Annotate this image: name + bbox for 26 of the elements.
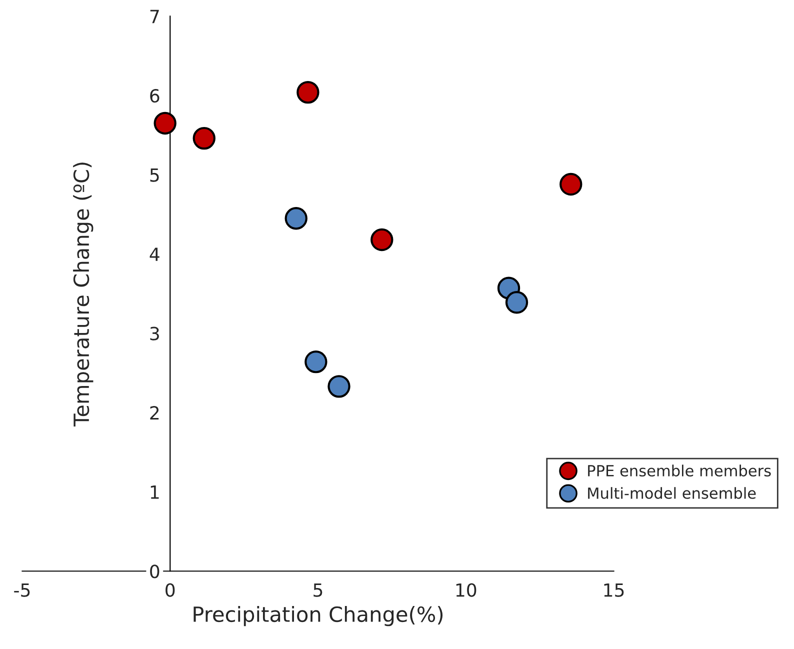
point <box>370 228 394 252</box>
legend-label: Multi-model ensemble <box>588 487 756 499</box>
point <box>560 172 582 196</box>
y-tick-label: 0 <box>150 564 160 578</box>
point <box>296 80 320 104</box>
x-tick-label: 15 <box>604 583 624 597</box>
y-tick-label: 1 <box>150 486 159 499</box>
point <box>284 207 308 230</box>
point <box>304 350 328 374</box>
point <box>328 375 350 398</box>
point <box>192 126 216 150</box>
x-tick-label: 0 <box>166 583 175 597</box>
y-tick-label: 5 <box>150 168 159 182</box>
y-tick-label: 3 <box>150 326 159 340</box>
x-axis-title: Precipitation Change(%) <box>194 606 443 626</box>
y-tick-label: 2 <box>150 406 159 420</box>
point <box>154 112 176 135</box>
x-tick-label: 10 <box>456 583 476 597</box>
y-tick-label: 7 <box>150 10 159 24</box>
point <box>505 291 528 314</box>
x-tick-label: -5 <box>14 583 30 597</box>
x-tick-label: 5 <box>314 583 322 597</box>
y-axis-title: Temperature Change (ºC) <box>73 162 94 427</box>
legend-label: PPE ensemble members <box>588 464 771 476</box>
y-tick-label: 4 <box>150 248 160 261</box>
y-tick-label: 6 <box>150 88 160 103</box>
